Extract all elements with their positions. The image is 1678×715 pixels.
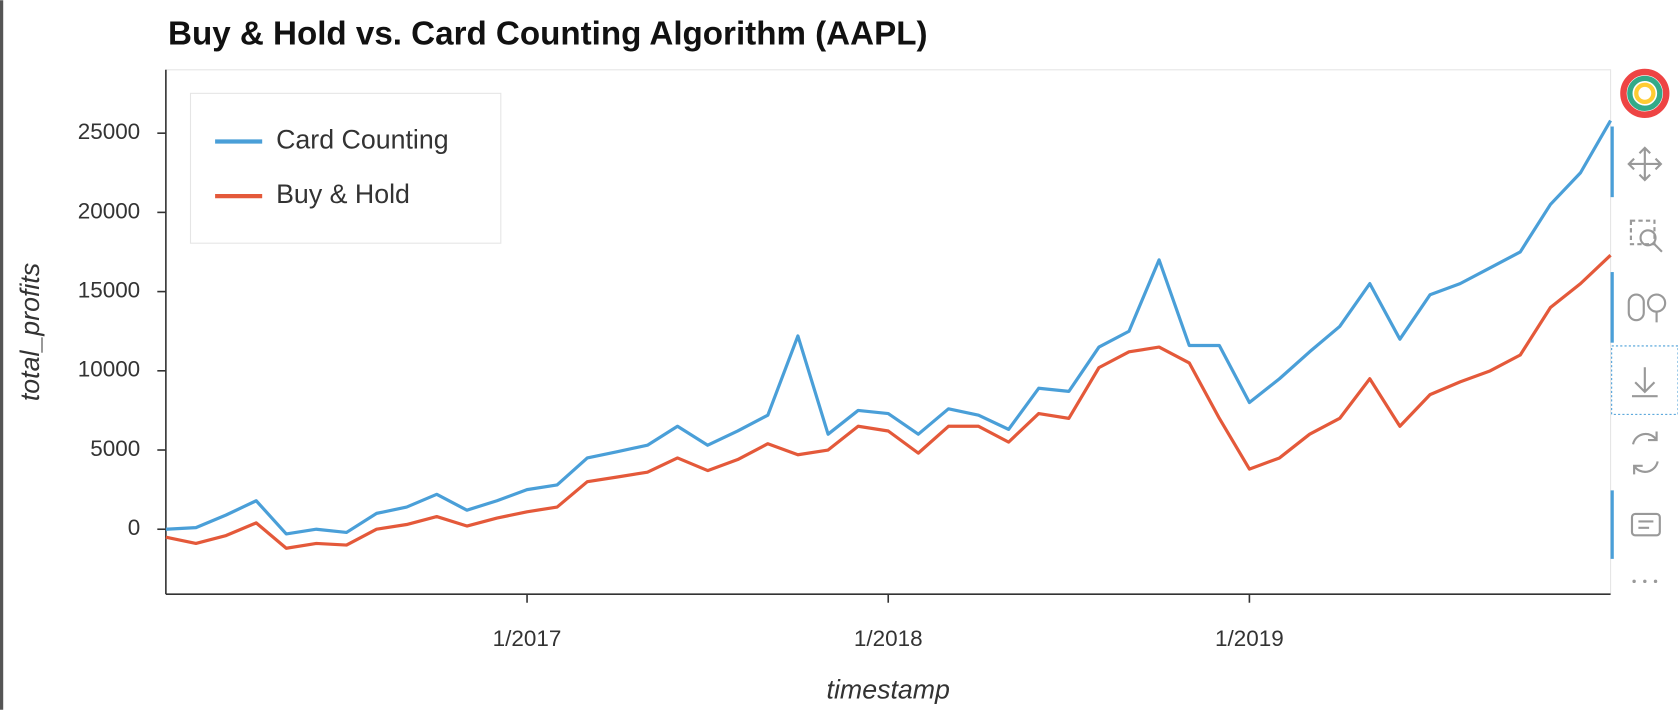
x-tick-label: 1/2019 [1215,626,1284,651]
hover-tool[interactable] [1630,512,1661,537]
pan-tool[interactable] [1627,146,1663,182]
box-zoom-tool[interactable] [1629,219,1663,253]
y-tick-label: 10000 [78,357,140,382]
x-tick-label: 1/2018 [854,626,923,651]
more-tools[interactable] [1632,579,1658,584]
tool-active [1610,490,1614,559]
y-tick-label: 20000 [78,198,140,223]
legend-label: Buy & Hold [276,179,410,209]
y-tick-label: 5000 [90,436,140,461]
tool-active [1610,272,1614,343]
window-edge [0,0,4,710]
chart-title: Buy & Hold vs. Card Counting Algorithm (… [168,15,928,52]
series-line [165,119,1612,536]
legend-label: Card Counting [276,125,449,155]
y-axis-label: total_profits [15,263,45,401]
legend-box [189,92,502,244]
tool-active [1610,126,1614,198]
wheel-zoom-tool[interactable] [1627,293,1667,323]
y-tick-label: 0 [128,515,140,540]
bokeh-logo[interactable] [1620,68,1670,118]
series-line [165,253,1612,550]
y-tick-label: 15000 [78,278,140,303]
toolbar [1610,68,1678,584]
reset-tool[interactable] [1632,431,1659,475]
x-tick-label: 1/2017 [493,626,562,651]
save-tool[interactable] [1631,367,1658,398]
x-axis-label: timestamp [827,675,951,705]
y-tick-label: 25000 [78,119,140,144]
tool-focus [1611,345,1678,415]
